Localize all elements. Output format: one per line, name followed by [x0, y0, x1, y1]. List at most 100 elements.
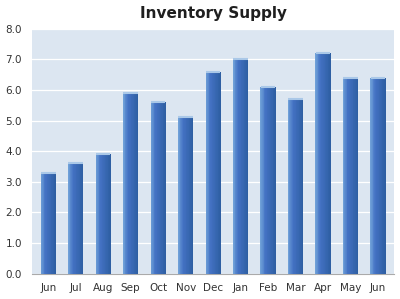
Bar — [383, 78, 384, 274]
Bar — [329, 53, 330, 274]
Bar — [345, 78, 346, 274]
Bar — [244, 59, 245, 274]
Bar — [160, 102, 161, 274]
Bar — [356, 78, 357, 274]
Bar — [127, 93, 128, 274]
Bar — [54, 173, 55, 274]
Bar — [126, 93, 127, 274]
Bar — [108, 154, 109, 274]
Bar — [263, 87, 264, 274]
Bar — [348, 78, 349, 274]
Bar — [97, 154, 98, 274]
Bar — [271, 87, 272, 274]
Bar — [241, 59, 242, 274]
Bar — [235, 59, 236, 274]
Bar — [214, 71, 215, 274]
Bar — [236, 59, 237, 274]
Bar — [77, 164, 78, 274]
Bar — [245, 59, 246, 274]
Bar — [159, 102, 160, 274]
Bar — [220, 71, 221, 274]
Bar — [320, 53, 321, 274]
Bar — [318, 53, 319, 274]
Bar — [288, 99, 289, 274]
Bar — [51, 173, 52, 274]
Bar — [163, 102, 164, 274]
Bar — [274, 87, 275, 274]
Bar — [375, 78, 376, 274]
Bar — [209, 71, 210, 274]
Bar — [247, 59, 248, 274]
Bar — [325, 53, 326, 274]
Bar — [239, 59, 240, 274]
Bar — [343, 78, 344, 274]
Bar — [178, 118, 179, 274]
Title: Inventory Supply: Inventory Supply — [140, 6, 287, 21]
Bar — [322, 53, 323, 274]
Bar — [300, 99, 301, 274]
Bar — [298, 99, 299, 274]
Bar — [323, 53, 324, 274]
Bar — [157, 102, 158, 274]
Bar — [69, 164, 70, 274]
Bar — [376, 78, 377, 274]
Bar — [128, 93, 129, 274]
Bar — [192, 118, 193, 274]
Bar — [243, 59, 244, 274]
Bar — [162, 102, 163, 274]
Bar — [353, 78, 354, 274]
Bar — [131, 93, 132, 274]
Bar — [266, 87, 267, 274]
Bar — [378, 78, 379, 274]
Bar — [261, 87, 262, 274]
Bar — [179, 118, 180, 274]
Bar — [273, 87, 274, 274]
Bar — [242, 59, 243, 274]
Bar — [211, 71, 212, 274]
Bar — [237, 59, 238, 274]
Bar — [324, 53, 325, 274]
Bar — [349, 78, 350, 274]
Bar — [190, 118, 191, 274]
Bar — [219, 71, 220, 274]
Bar — [150, 102, 151, 274]
Bar — [317, 53, 318, 274]
Bar — [316, 53, 317, 274]
Bar — [55, 173, 56, 274]
Bar — [103, 154, 104, 274]
Bar — [384, 78, 385, 274]
Bar — [290, 99, 291, 274]
Bar — [262, 87, 263, 274]
Bar — [233, 59, 234, 274]
Bar — [184, 118, 185, 274]
Bar — [157, 102, 158, 274]
Bar — [96, 154, 97, 274]
Bar — [106, 154, 107, 274]
Bar — [72, 164, 73, 274]
Bar — [207, 71, 208, 274]
Bar — [132, 93, 133, 274]
Bar — [297, 99, 298, 274]
Bar — [217, 71, 218, 274]
Bar — [182, 118, 183, 274]
Bar — [41, 173, 42, 274]
Bar — [385, 78, 386, 274]
Bar — [268, 87, 269, 274]
Bar — [79, 164, 80, 274]
Bar — [350, 78, 351, 274]
Bar — [46, 173, 47, 274]
Bar — [164, 102, 165, 274]
Bar — [45, 173, 46, 274]
Bar — [135, 93, 136, 274]
Bar — [78, 164, 79, 274]
Bar — [187, 118, 188, 274]
Bar — [71, 164, 72, 274]
Bar — [240, 59, 241, 274]
Bar — [185, 118, 186, 274]
Bar — [109, 154, 110, 274]
Bar — [370, 78, 371, 274]
Bar — [180, 118, 181, 274]
Bar — [267, 87, 268, 274]
Bar — [191, 118, 192, 274]
Bar — [234, 59, 235, 274]
